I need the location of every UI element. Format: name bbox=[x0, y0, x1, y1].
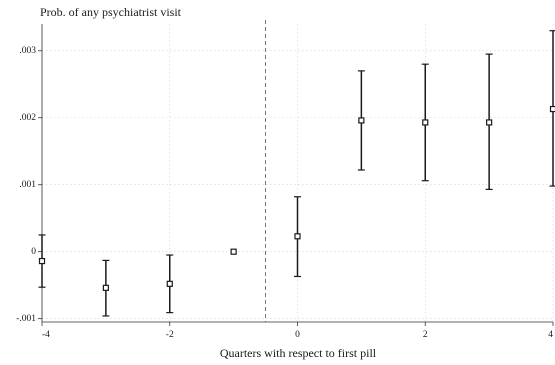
point-estimate-marker bbox=[549, 105, 555, 113]
x-axis-title: Quarters with respect to first pill bbox=[220, 346, 377, 360]
y-tick-label: 0 bbox=[31, 247, 36, 257]
x-tick-label: -2 bbox=[166, 330, 174, 340]
point-estimate-marker bbox=[38, 257, 46, 265]
x-tick-label: -4 bbox=[42, 330, 50, 340]
point-estimate-marker bbox=[358, 117, 365, 124]
y-axis-ticks: -.001 0 .001 .002 .003 bbox=[16, 46, 42, 324]
x-axis-ticks: -4 -2 0 2 4 bbox=[41, 322, 554, 340]
y-tick-label: -.001 bbox=[16, 314, 36, 324]
grid bbox=[41, 24, 554, 322]
x-tick-label: 2 bbox=[423, 330, 428, 340]
y-tick-label: .002 bbox=[19, 113, 36, 123]
x-tick-label: 4 bbox=[548, 330, 553, 340]
estimates bbox=[38, 30, 555, 317]
y-tick-label: .001 bbox=[19, 180, 36, 190]
point-estimate-marker bbox=[166, 280, 173, 287]
point-estimate-marker bbox=[102, 284, 109, 291]
x-tick-label: 0 bbox=[295, 330, 300, 340]
y-axis-title: Prob. of any psychiatrist visit bbox=[40, 5, 182, 19]
point-estimate-marker bbox=[294, 233, 301, 240]
point-estimate-marker bbox=[486, 119, 493, 126]
point-estimate-marker bbox=[422, 119, 429, 126]
y-tick-label: .003 bbox=[19, 46, 36, 56]
point-estimate-marker bbox=[230, 248, 237, 255]
